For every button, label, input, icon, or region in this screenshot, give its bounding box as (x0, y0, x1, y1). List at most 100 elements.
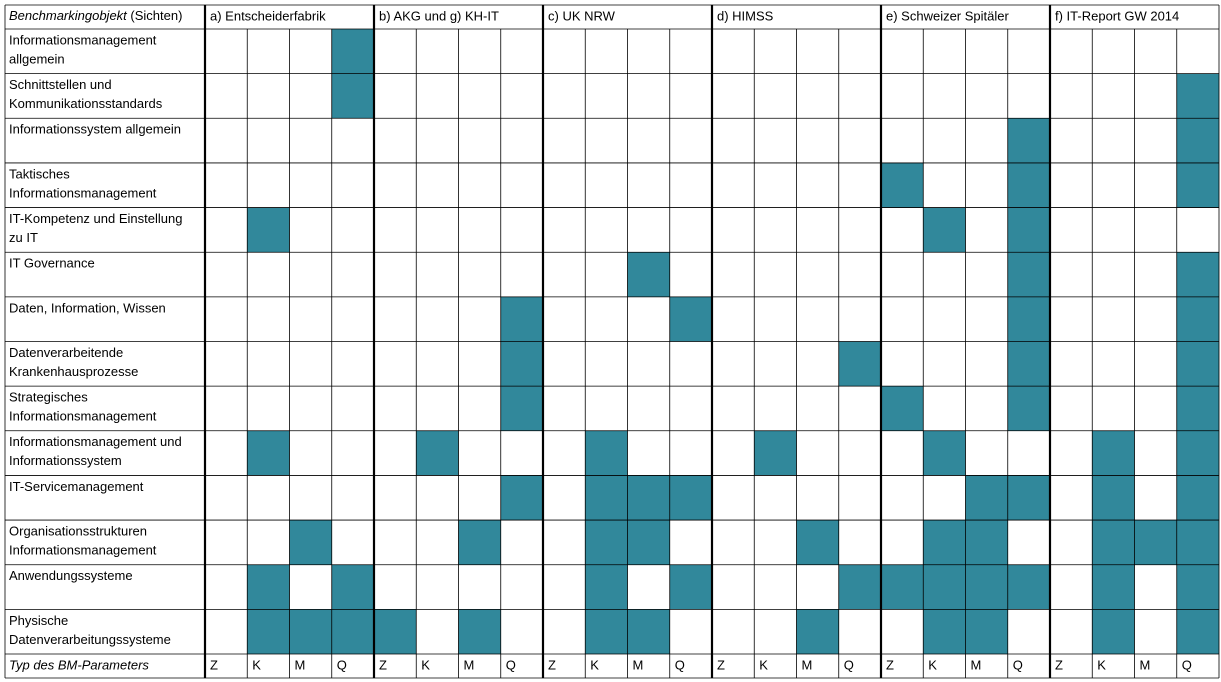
cell (458, 564, 501, 610)
cell (1134, 29, 1177, 74)
cell (458, 609, 501, 654)
cell (796, 118, 839, 163)
cell (416, 73, 459, 119)
cell (627, 475, 670, 521)
cell (881, 430, 924, 476)
cell (881, 73, 924, 119)
type-label: Q (1182, 657, 1192, 672)
cell (881, 252, 924, 297)
cell (923, 564, 966, 610)
cell (669, 252, 712, 297)
cell (1092, 430, 1135, 476)
type-label: K (759, 657, 768, 672)
cell (416, 162, 459, 208)
cell (1050, 73, 1093, 119)
cell (374, 29, 417, 74)
cell (1092, 609, 1135, 654)
cell (1007, 341, 1050, 387)
row-label: Datenverarbeitungssysteme (9, 632, 171, 647)
cell (543, 29, 586, 74)
cell (1134, 118, 1177, 163)
cell (754, 475, 797, 521)
cell (331, 252, 374, 297)
cell (1050, 609, 1093, 654)
type-label: K (252, 657, 261, 672)
type-label: M (971, 657, 982, 672)
cell (543, 162, 586, 208)
cell (205, 73, 248, 119)
cell (1092, 118, 1135, 163)
cell (1092, 207, 1135, 253)
cell (838, 207, 881, 253)
cell (796, 609, 839, 654)
cell (205, 564, 248, 610)
type-label: M (1140, 657, 1151, 672)
row-label: Informationsmanagement (9, 409, 157, 424)
cell (543, 564, 586, 610)
cell (543, 118, 586, 163)
cell (289, 207, 332, 253)
cell (881, 207, 924, 253)
cell (331, 564, 374, 610)
cell (416, 296, 459, 342)
row-label: Datenverarbeitende (9, 345, 123, 360)
cell (881, 296, 924, 342)
type-label: M (295, 657, 306, 672)
cell (754, 73, 797, 119)
cell (289, 609, 332, 654)
cell (1134, 207, 1177, 253)
cell (500, 118, 543, 163)
cell (289, 430, 332, 476)
cell (205, 341, 248, 387)
cell (838, 252, 881, 297)
cell (838, 564, 881, 610)
cell (247, 430, 290, 476)
cell (416, 29, 459, 74)
cell (1092, 29, 1135, 74)
cell (374, 207, 417, 253)
cell (458, 430, 501, 476)
group-label: d) HIMSS (717, 8, 774, 23)
cell (923, 252, 966, 297)
cell (965, 73, 1008, 119)
type-label: Z (886, 657, 894, 672)
cell (627, 296, 670, 342)
cell (543, 252, 586, 297)
cell (669, 118, 712, 163)
cell (1007, 118, 1050, 163)
cell (669, 520, 712, 565)
cell (881, 475, 924, 521)
cell (374, 73, 417, 119)
cell (965, 118, 1008, 163)
cell (796, 73, 839, 119)
cell (754, 386, 797, 431)
cell (289, 118, 332, 163)
cell (1050, 475, 1093, 521)
cell (543, 207, 586, 253)
cell (416, 252, 459, 297)
cell (881, 341, 924, 387)
cell (585, 29, 628, 74)
cell (754, 609, 797, 654)
cell (289, 341, 332, 387)
cell (627, 564, 670, 610)
cell (205, 29, 248, 74)
cell (416, 520, 459, 565)
cell (838, 430, 881, 476)
cell (881, 564, 924, 610)
cell (712, 73, 755, 119)
cell (1134, 386, 1177, 431)
cell (500, 29, 543, 74)
cell (965, 341, 1008, 387)
cell (627, 29, 670, 74)
cell (965, 430, 1008, 476)
cell (543, 475, 586, 521)
cell (1050, 118, 1093, 163)
row-label: Daten, Information, Wissen (9, 300, 166, 315)
cell (796, 475, 839, 521)
cell (205, 475, 248, 521)
cell (500, 296, 543, 342)
cell (1007, 520, 1050, 565)
cell (923, 430, 966, 476)
cell (1176, 162, 1219, 208)
